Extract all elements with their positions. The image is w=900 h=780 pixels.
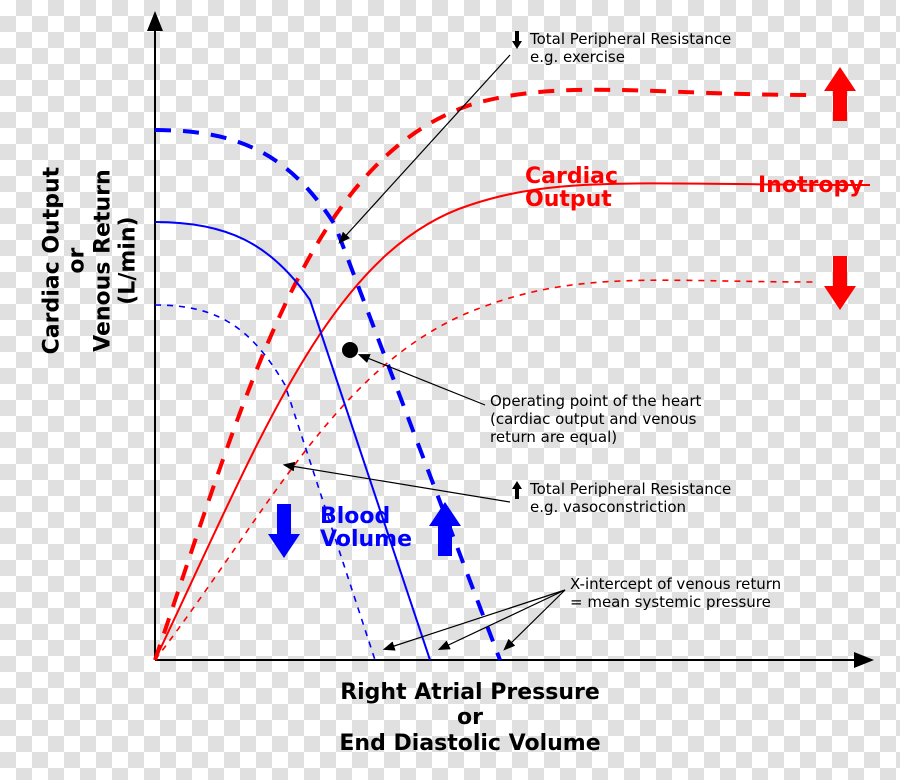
inotropy-label: Inotropy [758,173,864,198]
blood-volume-label-line1: Blood [320,504,390,529]
operating-point-annotation: Operating point of the heart (cardiac ou… [490,392,701,446]
op-line3: return are equal) [490,428,617,446]
blood-volume-label-line2: Volume [320,527,412,552]
tpr-down-line2: e.g. exercise [530,48,625,66]
tpr-down-line1: Total Peripheral Resistance [530,30,731,48]
tpr-up-annotation: Total Peripheral Resistance e.g. vasocon… [530,480,731,516]
venous-return-curve-down [155,305,375,660]
x-intercept-annotation: X-intercept of venous return = mean syst… [570,575,781,611]
x-axis-label-line2: or [457,705,483,730]
x-axis-label-line3: End Diastolic Volume [339,731,600,756]
y-axis-label-line2: or [65,248,90,274]
xint-line2: = mean systemic pressure [570,593,771,611]
blood-volume-label: Blood Volume [320,505,412,551]
cardiac-output-label: Cardiac Output [525,165,618,211]
operating-point-dot [342,342,358,358]
op-line1: Operating point of the heart [490,392,701,410]
y-axis-label-line4: (L/min) [115,216,140,304]
y-axis-label-line1: Cardiac Output [39,167,64,354]
xint-line1: X-intercept of venous return [570,575,781,593]
y-axis-label: Cardiac Output or Venous Return (L/min) [39,131,140,391]
y-axis-label-line3: Venous Return [90,169,115,352]
op-line2: (cardiac output and venous [490,410,696,428]
venous-return-curve-up [155,130,500,660]
tpr-up-line1: Total Peripheral Resistance [530,480,731,498]
axes [155,15,870,660]
x-axis-label: Right Atrial Pressure or End Diastolic V… [210,680,730,756]
cardiac-output-label-line2: Output [525,187,612,212]
tpr-up-line2: e.g. vasoconstriction [530,498,686,516]
x-axis-label-line1: Right Atrial Pressure [340,680,600,705]
tpr-down-annotation: Total Peripheral Resistance e.g. exercis… [530,30,731,66]
cardiac-output-label-line1: Cardiac [525,164,618,189]
